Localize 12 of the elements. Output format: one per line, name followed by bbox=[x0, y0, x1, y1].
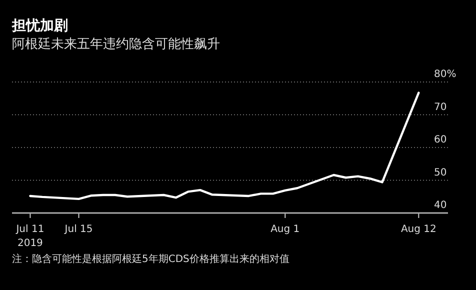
title: 担忧加剧 bbox=[12, 18, 68, 34]
y-tick-label: 60 bbox=[434, 134, 447, 146]
annotation: 注：隐含可能性是根据阿根廷5年期CDS价格推算出来的相对值 bbox=[12, 254, 290, 265]
x-tick-label: Jul 15 bbox=[64, 224, 93, 235]
x-tick-label: Jul 11 2019 bbox=[15, 224, 44, 249]
subtitle: 阿根廷未来五年违约隐含可能性飙升 bbox=[12, 37, 220, 52]
y-tick-label: 40 bbox=[434, 200, 447, 211]
y-tick-label: 80% bbox=[434, 69, 456, 80]
x-tick-label: Aug 12 bbox=[400, 224, 436, 235]
y-tick-label: 50 bbox=[434, 167, 447, 178]
x-tick-label: Aug 1 bbox=[270, 224, 300, 235]
y-tick-label: 70 bbox=[434, 102, 447, 113]
